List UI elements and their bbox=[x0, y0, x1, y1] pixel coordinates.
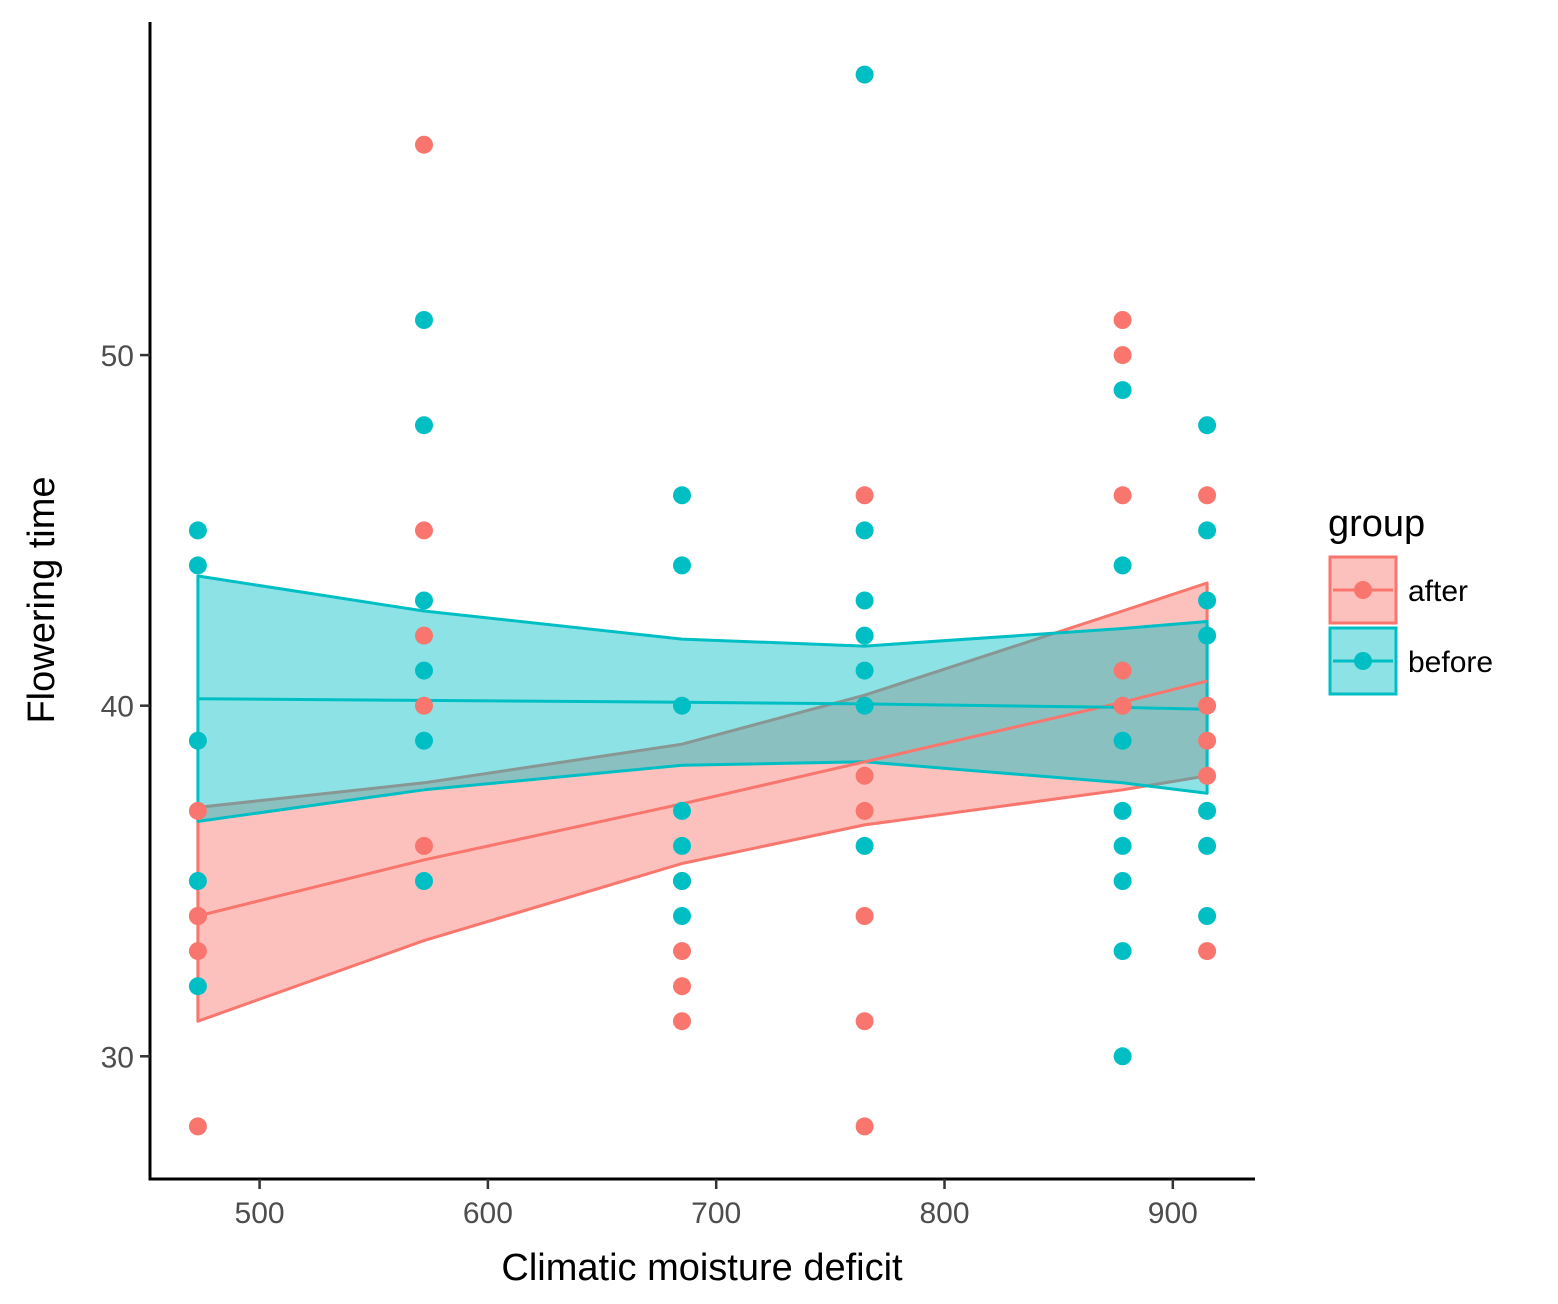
point-before bbox=[673, 836, 691, 855]
point-after bbox=[415, 836, 433, 855]
x-axis-ticks: 500 600 700 800 900 bbox=[235, 1179, 1198, 1230]
point-before bbox=[415, 731, 433, 750]
point-before bbox=[673, 872, 691, 890]
point-before bbox=[1198, 836, 1217, 855]
point-after bbox=[188, 801, 207, 820]
x-tick-label: 800 bbox=[919, 1197, 969, 1230]
point-after bbox=[188, 907, 207, 925]
x-tick-label: 500 bbox=[235, 1197, 285, 1230]
point-after bbox=[1198, 942, 1217, 961]
legend: group after before bbox=[1328, 503, 1493, 696]
point-after bbox=[415, 135, 433, 154]
point-after bbox=[1198, 696, 1217, 715]
fit-lines bbox=[197, 679, 1208, 918]
legend-title: group bbox=[1328, 503, 1425, 545]
point-before bbox=[415, 872, 433, 890]
point-after bbox=[1113, 661, 1132, 680]
data-points bbox=[188, 65, 1217, 1136]
point-after bbox=[415, 521, 433, 540]
legend-key-point-before bbox=[1354, 652, 1372, 670]
point-after bbox=[673, 942, 691, 961]
point-before bbox=[1113, 836, 1132, 855]
point-before bbox=[855, 521, 874, 540]
point-before bbox=[415, 311, 433, 329]
point-after bbox=[1113, 486, 1132, 505]
point-after bbox=[1198, 486, 1217, 505]
point-after bbox=[855, 801, 874, 820]
x-tick-label: 700 bbox=[691, 1197, 741, 1230]
point-before bbox=[673, 696, 691, 715]
point-before bbox=[415, 661, 433, 680]
point-after bbox=[855, 766, 874, 785]
point-before bbox=[1113, 942, 1132, 961]
confidence-ribbons bbox=[196, 574, 1209, 1023]
x-tick-label: 600 bbox=[463, 1197, 513, 1230]
point-before bbox=[1113, 1047, 1132, 1066]
point-before bbox=[855, 696, 874, 715]
point-after bbox=[415, 626, 433, 645]
fit-line-after bbox=[197, 679, 1208, 918]
point-before bbox=[188, 731, 207, 750]
point-before bbox=[673, 907, 691, 925]
point-after bbox=[1113, 346, 1132, 365]
point-after bbox=[855, 907, 874, 925]
point-before bbox=[1113, 556, 1132, 575]
point-before bbox=[415, 591, 433, 610]
point-before bbox=[1198, 591, 1217, 610]
legend-label-before: before bbox=[1408, 646, 1493, 679]
fit-line-before bbox=[197, 697, 1208, 711]
legend-label-after: after bbox=[1408, 575, 1468, 608]
point-before bbox=[188, 977, 207, 996]
point-after bbox=[673, 977, 691, 996]
point-before bbox=[855, 591, 874, 610]
point-before bbox=[1113, 731, 1132, 750]
point-before bbox=[188, 556, 207, 575]
point-before bbox=[1198, 907, 1217, 925]
point-before bbox=[855, 626, 874, 645]
point-before bbox=[1113, 872, 1132, 890]
point-before bbox=[855, 65, 874, 84]
point-after bbox=[855, 1012, 874, 1031]
point-after bbox=[1198, 766, 1217, 785]
point-after bbox=[188, 942, 207, 961]
point-before bbox=[673, 486, 691, 505]
point-before bbox=[855, 836, 874, 855]
x-axis-title: Climatic moisture deficit bbox=[501, 1247, 903, 1289]
point-after bbox=[1113, 696, 1132, 715]
point-before bbox=[1113, 801, 1132, 820]
point-before bbox=[415, 416, 433, 435]
legend-key-point-after bbox=[1354, 581, 1372, 599]
point-before bbox=[1198, 626, 1217, 645]
y-tick-label: 50 bbox=[101, 340, 134, 373]
point-after bbox=[855, 1117, 874, 1136]
point-after bbox=[188, 1117, 207, 1136]
y-tick-label: 30 bbox=[101, 1041, 134, 1074]
ribbon-before bbox=[196, 574, 1209, 823]
point-after bbox=[1198, 731, 1217, 750]
axes bbox=[148, 22, 1255, 1181]
point-before bbox=[188, 521, 207, 540]
point-before bbox=[673, 556, 691, 575]
point-before bbox=[1198, 521, 1217, 540]
point-before bbox=[188, 872, 207, 890]
point-after bbox=[1113, 311, 1132, 329]
point-after bbox=[855, 486, 874, 505]
point-before bbox=[1113, 381, 1132, 400]
y-tick-label: 40 bbox=[101, 691, 134, 724]
point-after bbox=[415, 696, 433, 715]
point-before bbox=[1198, 801, 1217, 820]
point-before bbox=[855, 661, 874, 680]
y-axis-title: Flowering time bbox=[21, 476, 63, 723]
point-before bbox=[1198, 416, 1217, 435]
point-before bbox=[673, 801, 691, 820]
x-tick-label: 900 bbox=[1148, 1197, 1198, 1230]
y-axis-ticks: 30 40 50 bbox=[101, 340, 150, 1074]
point-after bbox=[673, 1012, 691, 1031]
